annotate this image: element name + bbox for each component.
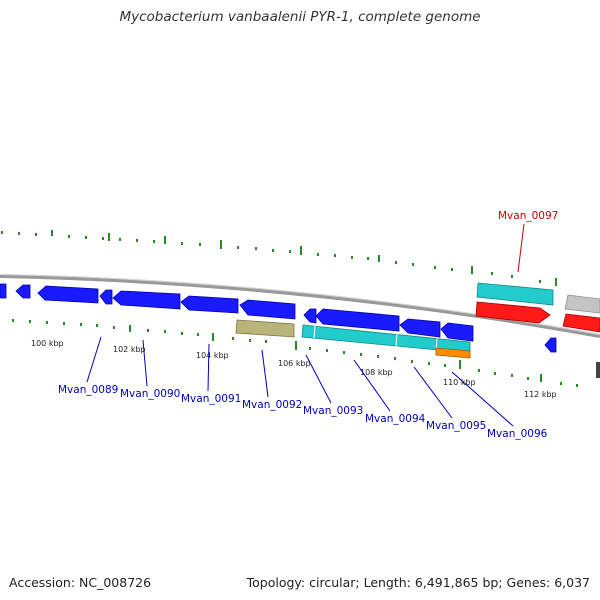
gene-mvan-0093[interactable] [315,308,400,332]
gene-mvan-0092-cds[interactable] [239,299,296,320]
tick-label-110: 110 kbp [443,378,476,387]
tick-label-106: 106 kbp [278,359,311,368]
gene-red-right[interactable] [562,313,600,333]
gene-cds-edge[interactable] [0,283,7,299]
reverse-strand [0,283,557,353]
tick-label-102: 102 kbp [113,345,146,354]
gene-label-mvan-0089[interactable]: Mvan_0089 [58,384,118,396]
gene-label-mvan-0096[interactable]: Mvan_0096 [487,428,548,440]
gene-cds-small[interactable] [15,284,31,299]
tick-label-100: 100 kbp [31,339,64,348]
gene-mvan-0095[interactable] [440,322,474,342]
gene-label-mvan-0093[interactable]: Mvan_0093 [303,405,363,417]
forward-strand [475,282,600,333]
gene-label-mvan-0095[interactable]: Mvan_0095 [426,420,486,432]
genome-backbone [0,274,600,338]
gene-label-mvan-0094[interactable]: Mvan_0094 [365,413,426,425]
gene-mvan-0096[interactable] [544,337,557,353]
gene-mvan-0091[interactable] [180,295,239,314]
gene-label-mvan-0097[interactable]: Mvan_0097 [498,210,558,222]
scale-labels: 100 kbp 102 kbp 104 kbp 106 kbp 108 kbp … [31,339,557,399]
gene-mvan-0090[interactable] [112,290,181,310]
gene-mvan-0097-red[interactable] [475,301,551,324]
genome-summary-text: Topology: circular; Length: 6,491,865 bp… [246,575,590,590]
tick-label-104: 104 kbp [196,351,229,360]
gene-gray-feature[interactable] [564,294,600,314]
accession-text: Accession: NC_008726 [9,575,152,590]
leader-lines [86,223,525,427]
gene-cds-tiny[interactable] [303,308,317,324]
gene-label-mvan-0091[interactable]: Mvan_0091 [181,393,241,405]
map-title: Mycobacterium vanbaalenii PYR-1, complet… [119,9,481,25]
gene-cds-short[interactable] [99,289,113,305]
gene-label-mvan-0092[interactable]: Mvan_0092 [242,399,302,411]
inner-features [235,319,600,378]
gene-mvan-0097-cyan[interactable] [476,282,554,306]
gene-orange-feature[interactable] [435,347,471,359]
gc-ticks-inner [12,319,578,387]
gene-mvan-0094[interactable] [399,318,441,338]
gene-khaki-feature[interactable] [235,319,295,338]
gene-mvan-0089[interactable] [37,285,99,304]
tick-label-108: 108 kbp [360,368,393,377]
tick-label-112: 112 kbp [524,390,557,399]
gc-ticks-outer [1,230,557,286]
gene-labels: Mvan_0089 Mvan_0090 Mvan_0091 Mvan_0092 … [58,210,558,440]
gene-label-mvan-0090[interactable]: Mvan_0090 [120,388,180,400]
